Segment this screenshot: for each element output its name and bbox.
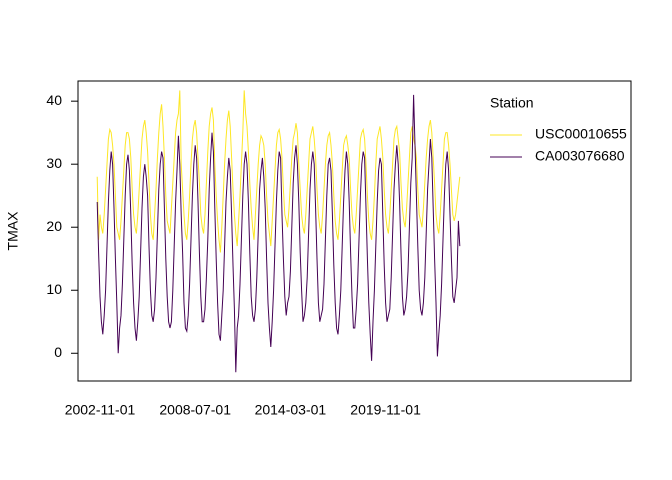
x-tick-label: 2002-11-01 (65, 402, 136, 418)
y-tick-label: 30 (46, 155, 62, 171)
y-axis-label: TMAX (5, 211, 21, 251)
y-tick-label: 0 (54, 344, 62, 360)
series-line (96, 94, 461, 373)
x-tick-label: 2019-11-01 (350, 402, 421, 418)
y-tick-label: 20 (46, 218, 62, 234)
legend-label: CA003076680 (535, 148, 625, 164)
x-tick-label: 2008-07-01 (159, 402, 231, 418)
y-tick-label: 40 (46, 92, 62, 108)
legend-title: Station (490, 95, 534, 111)
y-tick-label: 10 (46, 281, 62, 297)
x-tick-label: 2014-03-01 (255, 402, 327, 418)
legend-label: USC00010655 (535, 126, 627, 142)
plot-box (77, 80, 632, 382)
series-line (96, 90, 461, 253)
